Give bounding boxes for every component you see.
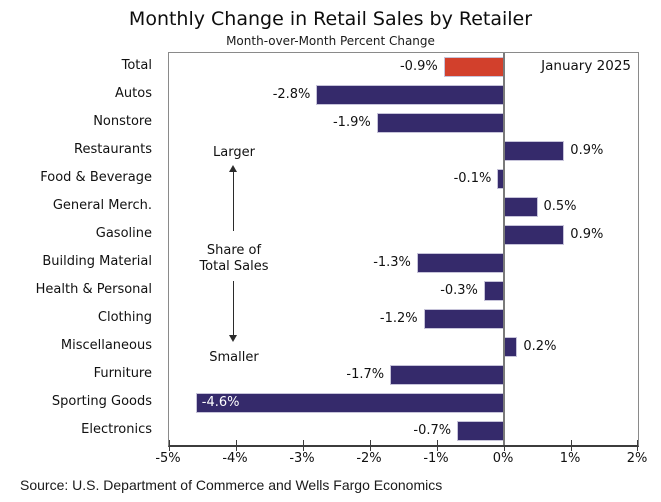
bar-nonstore <box>376 113 504 133</box>
value-label: -1.3% <box>373 255 411 270</box>
annotation-larger-label: Larger <box>213 145 255 160</box>
x-axis-tick <box>503 440 505 451</box>
arrow-down-line <box>233 281 234 335</box>
category-label: Building Material <box>42 254 152 269</box>
value-label: -1.2% <box>379 311 418 326</box>
category-label: Sporting Goods <box>51 394 152 409</box>
annotation-smaller-label: Smaller <box>209 350 259 365</box>
bar-clothing <box>423 309 504 329</box>
date-annotation: January 2025 <box>541 58 631 74</box>
x-axis-tick-label: -1% <box>423 451 449 466</box>
x-axis-tick-label: -5% <box>155 451 181 466</box>
zero-gridline <box>503 53 505 445</box>
bar-general-merch- <box>504 197 538 217</box>
x-axis-tick-label: 1% <box>559 451 581 466</box>
category-label: Total <box>121 58 152 73</box>
annotation-share-label: Share of Total Sales <box>199 243 269 274</box>
x-axis-tick <box>369 440 371 451</box>
bar-health-personal <box>483 281 504 301</box>
category-label: Food & Beverage <box>40 170 152 185</box>
bar-autos <box>316 85 504 105</box>
value-label: 0.5% <box>543 199 577 214</box>
value-label: 0.2% <box>523 339 557 354</box>
category-label: General Merch. <box>52 198 152 213</box>
x-axis-tick <box>570 440 572 451</box>
chart-title: Monthly Change in Retail Sales by Retail… <box>128 8 533 30</box>
value-label: -0.1% <box>453 171 492 186</box>
value-label: 0.9% <box>570 227 604 242</box>
x-axis-tick <box>169 440 170 451</box>
value-label: -4.6% <box>201 395 240 410</box>
value-label: -0.3% <box>440 283 478 298</box>
x-axis-tick-label: -4% <box>222 451 248 466</box>
source-note: Source: U.S. Department of Commerce and … <box>20 477 443 493</box>
category-label: Autos <box>115 86 152 101</box>
x-axis-tick <box>436 440 438 451</box>
x-axis-tick-label: -2% <box>356 451 382 466</box>
bar-sporting-goods <box>195 393 504 413</box>
arrow-down-icon <box>229 335 237 342</box>
category-label: Clothing <box>97 310 152 325</box>
category-label: Miscellaneous <box>60 338 152 353</box>
category-label: Gasoline <box>95 226 152 241</box>
category-label: Electronics <box>81 422 152 437</box>
arrow-up-icon <box>229 165 237 172</box>
plot-area: Larger Share of Total Sales Smaller Janu… <box>168 52 639 451</box>
bar-furniture <box>390 365 504 385</box>
x-axis-tick-label: 0% <box>492 451 514 466</box>
x-axis-tick-label: -3% <box>289 451 315 466</box>
value-label: -0.7% <box>413 423 452 438</box>
bar-electronics <box>457 421 504 441</box>
value-label: -1.7% <box>346 367 385 382</box>
chart-subtitle: Month-over-Month Percent Change <box>226 34 435 48</box>
category-label: Restaurants <box>74 142 152 157</box>
bar-total <box>443 57 504 77</box>
x-axis-tick-labels: -5% -4% -3% -2% -1% 0% 1% 2% <box>155 451 647 467</box>
x-axis-tick <box>637 440 638 451</box>
category-label: Nonstore <box>93 114 152 129</box>
category-label: Furniture <box>93 366 152 381</box>
x-axis-tick <box>302 440 304 451</box>
bar-building-material <box>416 253 504 273</box>
value-label: -1.9% <box>332 115 371 130</box>
bar-gasoline <box>504 225 565 245</box>
value-label: -0.9% <box>399 59 438 74</box>
category-label: Health & Personal <box>35 282 152 297</box>
x-axis-tick-label: 2% <box>626 451 648 466</box>
bar-miscellaneous <box>504 337 518 357</box>
value-label: -2.8% <box>272 87 311 102</box>
x-axis-tick <box>235 440 237 451</box>
bar-restaurants <box>504 141 565 161</box>
arrow-up-line <box>233 171 234 231</box>
value-label: 0.9% <box>570 143 604 158</box>
